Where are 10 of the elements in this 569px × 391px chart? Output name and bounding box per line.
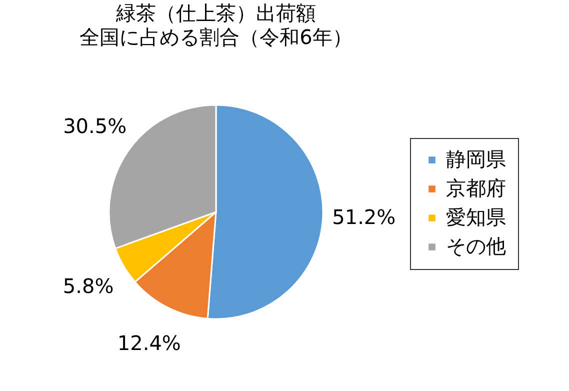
chart-subtitle: 全国に占める割合（令和6年） [80, 25, 352, 49]
legend-label: 愛知県 [446, 205, 506, 229]
data-label: 5.8% [62, 274, 114, 298]
data-label: 30.5% [63, 114, 127, 138]
chart-title: 緑茶（仕上茶）出荷額 [115, 1, 316, 25]
data-label: 12.4% [117, 331, 181, 356]
legend-label: 静岡県 [446, 147, 506, 171]
legend-label: 京都府 [446, 176, 506, 200]
data-label: 51.2% [332, 204, 396, 229]
legend-label: その他 [446, 234, 506, 258]
